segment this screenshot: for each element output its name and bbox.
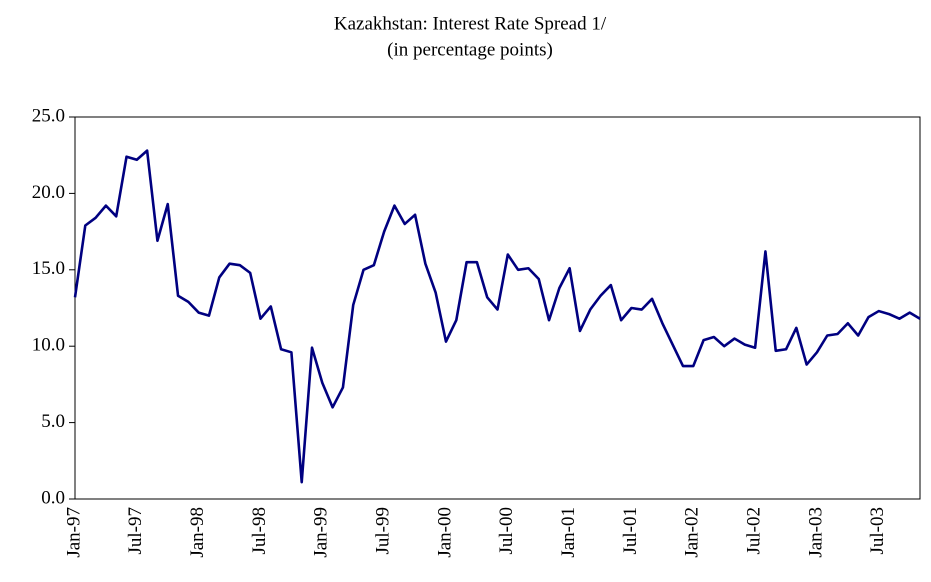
x-tick-label: Jul-03 <box>867 507 888 555</box>
x-tick-label: Jul-02 <box>743 507 764 555</box>
x-tick-label: Jan-98 <box>187 507 208 558</box>
chart-subtitle: (in percentage points) <box>387 39 553 60</box>
y-tick-label: 5.0 <box>41 411 65 432</box>
y-tick-label: 10.0 <box>32 335 65 356</box>
y-tick-label: 0.0 <box>41 487 65 508</box>
x-tick-label: Jul-00 <box>496 507 517 555</box>
x-tick-label: Jan-03 <box>805 507 826 558</box>
x-tick-label: Jan-01 <box>558 507 579 558</box>
y-tick-label: 20.0 <box>32 182 65 203</box>
x-tick-label: Jan-97 <box>63 507 84 558</box>
x-tick-label: Jul-99 <box>373 507 394 555</box>
x-tick-label: Jul-01 <box>620 507 641 555</box>
data-line <box>73 149 921 484</box>
x-tick-label: Jul-98 <box>249 507 270 555</box>
x-tick-label: Jan-00 <box>434 507 455 558</box>
y-tick-label: 25.0 <box>32 105 65 126</box>
y-tick-label: 15.0 <box>32 258 65 279</box>
x-tick-label: Jul-97 <box>125 507 146 555</box>
chart-title: Kazakhstan: Interest Rate Spread 1/ <box>334 13 607 34</box>
x-tick-label: Jan-02 <box>682 507 703 558</box>
plot-frame <box>74 116 921 500</box>
x-tick-label: Jan-99 <box>311 507 332 558</box>
